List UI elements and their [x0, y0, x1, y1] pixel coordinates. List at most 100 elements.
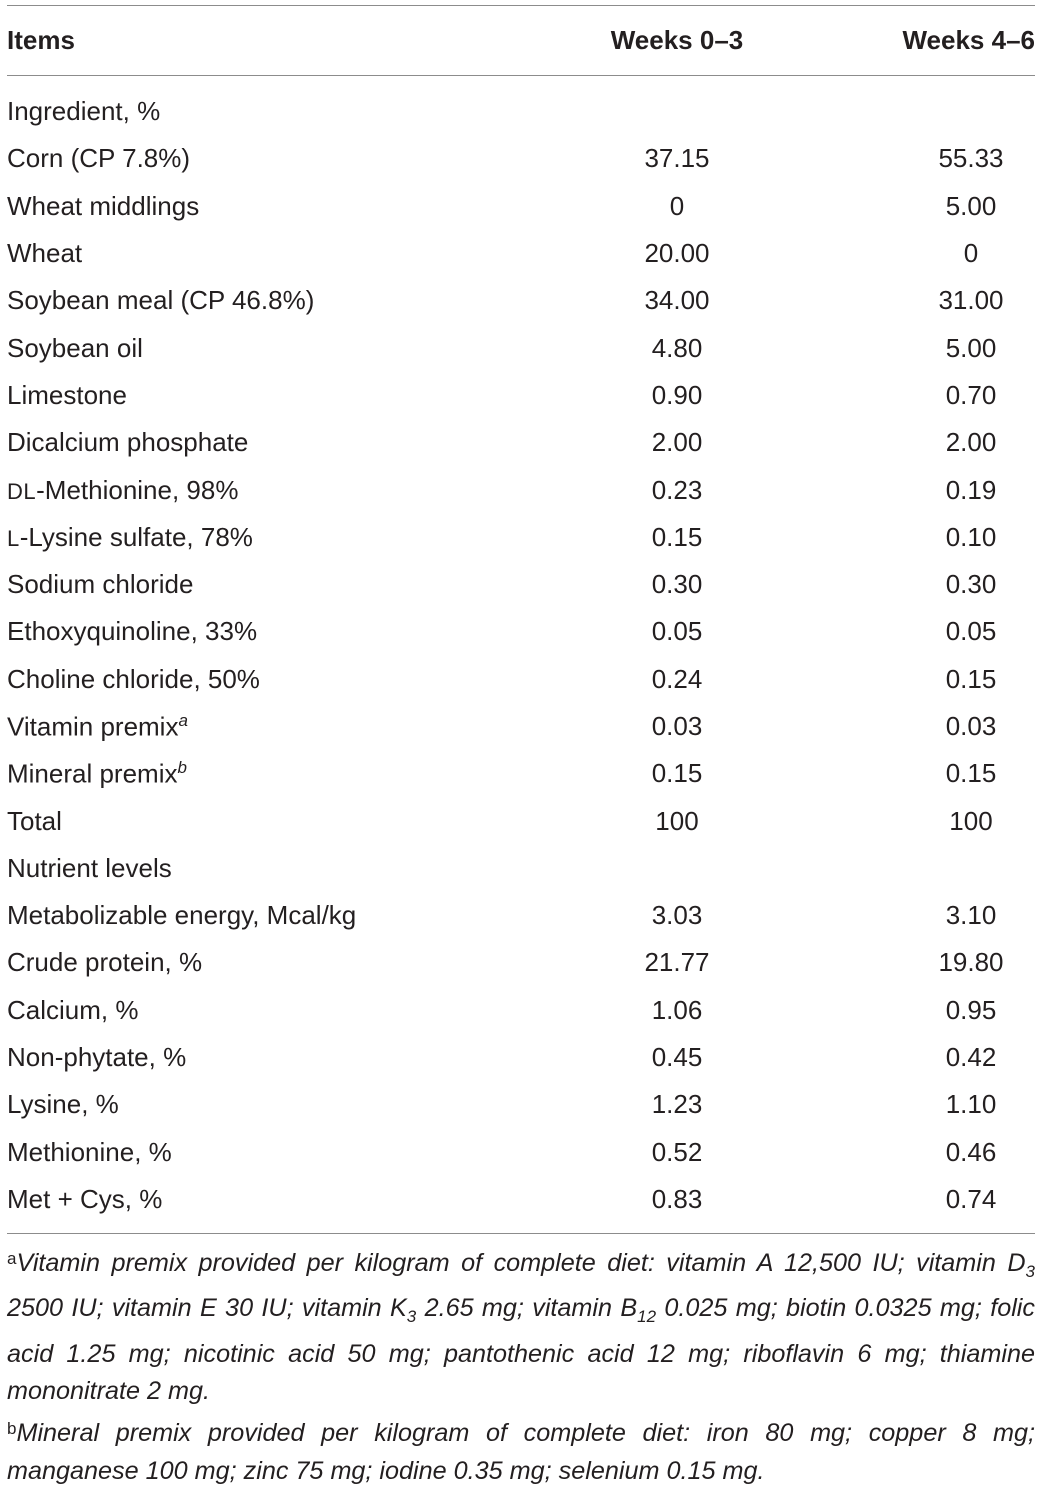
cell-weeks-4-6: 0.42 — [945, 1042, 997, 1073]
item-text: -Methionine, 98% — [36, 474, 239, 505]
cell-weeks-0-3: 37.15 — [644, 143, 710, 174]
row-item-label: Non-phytate, % — [7, 1042, 527, 1073]
cell-weeks-0-3: 0.03 — [651, 711, 703, 741]
table-row: Wheat 20.00 0 — [7, 230, 1035, 277]
header-items: Items — [7, 25, 75, 55]
table-row: Soybean oil 4.80 5.00 — [7, 324, 1035, 371]
cell-weeks-4-6: 0 — [963, 238, 979, 269]
row-item-label: Nutrient levels — [7, 853, 527, 884]
item-text: Metabolizable energy, Mcal/kg — [7, 900, 357, 931]
row-item-label: Lysine, % — [7, 1089, 527, 1120]
header-rule — [7, 75, 1035, 76]
cell-weeks-0-3: 0.30 — [651, 569, 703, 600]
header-weeks-4-6: Weeks 4–6 — [902, 25, 1035, 55]
item-text: Corn (CP 7.8%) — [7, 143, 191, 174]
item-text: Sodium chloride — [7, 569, 194, 600]
item-text: Choline chloride, 50% — [7, 663, 260, 694]
footnote-b-mark: b — [7, 1419, 17, 1439]
row-item-label: Total — [7, 806, 527, 837]
cell-weeks-0-3: 0.90 — [651, 379, 703, 410]
table-row: Met + Cys, % 0.83 0.74 — [7, 1176, 1035, 1223]
cell-weeks-0-3: 4.80 — [651, 332, 703, 363]
row-item-label: Methionine, % — [7, 1137, 527, 1168]
footnote-b: bMineral premix provided per kilogram of… — [7, 1410, 1035, 1490]
table-row: Ingredient, % — [7, 88, 1035, 135]
table-row: Dicalcium phosphate 2.00 2.00 — [7, 419, 1035, 466]
footnotes: aVitamin premix provided per kilogram of… — [7, 1234, 1035, 1490]
item-text: Wheat — [7, 238, 83, 269]
cell-weeks-0-3: 0 — [669, 190, 685, 221]
item-text: Mineral premix — [7, 758, 178, 789]
cell-weeks-4-6: 0.30 — [945, 569, 997, 600]
table-row: Ethoxyquinoline, 33% 0.05 0.05 — [7, 608, 1035, 655]
cell-weeks-4-6: 0.19 — [945, 474, 997, 505]
cell-weeks-0-3: 1.23 — [651, 1089, 703, 1120]
row-item-label: Soybean oil — [7, 333, 527, 364]
table-row: Vitamin premixa 0.03 0.03 — [7, 703, 1035, 750]
item-text: Crude protein, % — [7, 947, 203, 978]
table-row: Mineral premixb 0.15 0.15 — [7, 750, 1035, 797]
row-item-label: Ingredient, % — [7, 96, 527, 127]
table-row: DL-Methionine, 98% 0.23 0.19 — [7, 466, 1035, 513]
item-text: Lysine, % — [7, 1089, 119, 1120]
row-item-label: Corn (CP 7.8%) — [7, 143, 527, 174]
cell-weeks-0-3: 0.05 — [651, 616, 703, 647]
item-text: Total — [7, 805, 62, 836]
item-text: Limestone — [7, 379, 127, 410]
cell-weeks-4-6: 5.00 — [945, 332, 997, 363]
row-item-label: Limestone — [7, 380, 527, 411]
cell-weeks-0-3: 3.03 — [651, 900, 703, 931]
row-item-label: L-Lysine sulfate, 78% — [7, 522, 527, 553]
cell-weeks-4-6: 0.03 — [945, 711, 997, 741]
item-text: Non-phytate, % — [7, 1042, 187, 1073]
item-text: -Lysine sulfate, 78% — [19, 521, 253, 552]
row-item-label: Crude protein, % — [7, 947, 527, 978]
cell-weeks-0-3: 0.15 — [651, 521, 703, 552]
item-text: Met + Cys, % — [7, 1183, 163, 1214]
footnote-a: aVitamin premix provided per kilogram of… — [7, 1240, 1035, 1410]
table-row: Metabolizable energy, Mcal/kg 3.03 3.10 — [7, 892, 1035, 939]
table-row: Soybean meal (CP 46.8%) 34.00 31.00 — [7, 277, 1035, 324]
item-prefix: DL — [7, 478, 37, 504]
cell-weeks-0-3: 20.00 — [644, 238, 710, 269]
cell-weeks-4-6: 5.00 — [945, 190, 997, 221]
cell-weeks-0-3: 34.00 — [644, 285, 710, 316]
footnote-b-text: Mineral premix provided per kilogram of … — [7, 1419, 1035, 1485]
cell-weeks-4-6: 1.10 — [945, 1089, 997, 1120]
item-text: Soybean oil — [7, 332, 143, 363]
item-text: Ingredient, % — [7, 96, 161, 127]
table-row: Calcium, % 1.06 0.95 — [7, 987, 1035, 1034]
cell-weeks-0-3: 1.06 — [651, 994, 703, 1025]
row-item-label: Dicalcium phosphate — [7, 427, 527, 458]
row-item-label: Metabolizable energy, Mcal/kg — [7, 900, 527, 931]
item-text: Dicalcium phosphate — [7, 427, 249, 458]
row-item-label: Ethoxyquinoline, 33% — [7, 616, 527, 647]
row-item-label: Met + Cys, % — [7, 1184, 527, 1215]
footnote-a-sub-3: 12 — [637, 1307, 657, 1327]
cell-weeks-4-6: 0.05 — [945, 616, 997, 647]
cell-weeks-4-6: 0.74 — [945, 1183, 997, 1214]
cell-weeks-0-3: 0.45 — [651, 1042, 703, 1073]
diet-composition-table: Items Weeks 0–3 Weeks 4–6 Ingredient, % C… — [7, 0, 1035, 1490]
item-text: Wheat middlings — [7, 190, 200, 221]
row-item-label: Wheat middlings — [7, 191, 527, 222]
row-item-label: DL-Methionine, 98% — [7, 475, 527, 506]
cell-weeks-4-6: 0.70 — [945, 379, 997, 410]
row-item-label: Mineral premixb — [7, 758, 527, 790]
cell-weeks-4-6: 0.46 — [945, 1136, 997, 1167]
cell-weeks-0-3: 100 — [655, 805, 699, 836]
footnote-a-text-1: Vitamin premix provided per kilogram of … — [16, 1249, 1026, 1278]
row-item-label: Calcium, % — [7, 995, 527, 1026]
item-text: Soybean meal (CP 46.8%) — [7, 285, 315, 316]
table-row: Nutrient levels — [7, 845, 1035, 892]
item-text: Calcium, % — [7, 994, 139, 1025]
top-rule — [7, 5, 1035, 6]
table-row: Limestone 0.90 0.70 — [7, 372, 1035, 419]
footnote-a-sub-1: 3 — [1025, 1262, 1035, 1282]
cell-weeks-0-3: 0.52 — [651, 1136, 703, 1167]
footnote-a-text-3: 2.65 mg; vitamin B — [416, 1294, 638, 1323]
cell-weeks-4-6: 0.15 — [945, 663, 997, 694]
table-row: Total 100 100 — [7, 797, 1035, 844]
cell-weeks-4-6: 0.95 — [945, 994, 997, 1025]
bottom-rule — [7, 1233, 1035, 1235]
